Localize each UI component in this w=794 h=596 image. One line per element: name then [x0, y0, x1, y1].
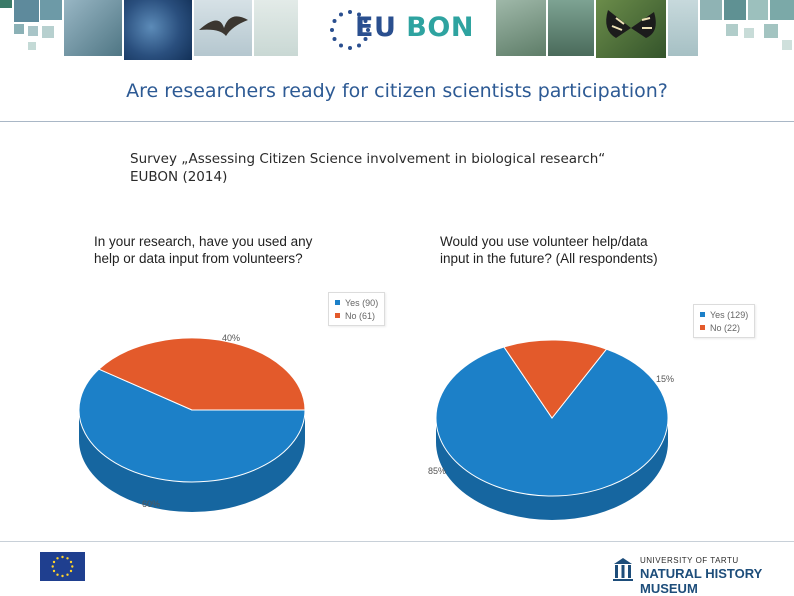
- survey-description: Survey „Assessing Citizen Science involv…: [130, 150, 690, 186]
- right-chart-legend: Yes (129) No (22): [693, 304, 756, 338]
- landscape-photo: [64, 0, 122, 56]
- legend-item-no: No (61): [335, 309, 378, 322]
- right-pie-slice-1: [503, 339, 608, 419]
- left-chart-question: In your research, have you used any help…: [94, 234, 313, 266]
- earth-photo: [124, 0, 192, 60]
- banner-tile: [724, 0, 746, 20]
- right-pie-label-yes: 85%: [428, 466, 447, 476]
- right-pie-wall-0: [436, 418, 668, 520]
- eagle-photo: [194, 0, 252, 56]
- logo-wordmark: EU BON: [355, 12, 474, 43]
- museum-name: NATURAL HISTORY MUSEUM: [640, 566, 763, 596]
- museum-building-icon: [613, 558, 633, 581]
- banner-tile: [40, 0, 62, 20]
- right-pie-label-no: 15%: [656, 374, 675, 384]
- right-chart-question: Would you use volunteer help/data input …: [440, 234, 658, 266]
- butterfly-photo: [596, 0, 666, 58]
- eagle-icon: [199, 16, 248, 36]
- trees-photo: [548, 0, 594, 56]
- eubon-logo: [300, 0, 494, 56]
- header-banner: EU BON: [0, 0, 794, 64]
- banner-tile: [668, 0, 698, 56]
- banner-tile: [744, 28, 754, 38]
- logo-bon: BON: [406, 12, 474, 43]
- legend-swatch-no: [700, 325, 705, 330]
- legend-swatch-yes: [700, 312, 705, 317]
- footer-divider: [0, 541, 794, 542]
- eu-flag-logo: [40, 552, 85, 581]
- star-ring-icon: [330, 10, 370, 50]
- left-pie-slice-0: [78, 368, 306, 483]
- banner-tile: [42, 26, 54, 38]
- forest-photo: [496, 0, 546, 56]
- left-pie-wall-0: [79, 410, 305, 512]
- banner-tile: [748, 0, 768, 20]
- banner-tile: [28, 42, 36, 50]
- right-pie-slice-0: [435, 346, 669, 497]
- university-name: UNIVERSITY OF TARTU: [640, 556, 739, 565]
- banner-tile: [770, 0, 794, 20]
- logo-eu: EU: [355, 12, 397, 43]
- banner-tile: [254, 0, 298, 56]
- legend-label: Yes (129): [710, 309, 749, 320]
- banner-tile: [14, 24, 24, 34]
- legend-item-yes: Yes (90): [335, 296, 378, 309]
- legend-item-no: No (22): [700, 321, 748, 334]
- left-pie-slice-1: [98, 337, 306, 411]
- banner-tile: [0, 0, 12, 8]
- legend-label: No (61): [345, 310, 376, 321]
- eu-stars-icon: [51, 555, 74, 578]
- left-pie-label-yes: 60%: [142, 499, 161, 509]
- banner-tile: [764, 24, 778, 38]
- legend-label: Yes (90): [345, 297, 379, 308]
- title-divider: [0, 121, 794, 122]
- legend-label: No (22): [710, 322, 741, 333]
- legend-swatch-yes: [335, 300, 340, 305]
- banner-tile: [782, 40, 792, 50]
- left-pie-label-no: 40%: [222, 333, 241, 343]
- survey-line-1: Survey „Assessing Citizen Science involv…: [130, 151, 606, 167]
- left-chart-legend: Yes (90) No (61): [328, 292, 386, 326]
- banner-tile: [726, 24, 738, 36]
- legend-item-yes: Yes (129): [700, 308, 748, 321]
- banner-tile: [28, 26, 38, 36]
- butterfly-icon: [606, 10, 656, 38]
- slide-title: Are researchers ready for citizen scient…: [126, 80, 668, 102]
- survey-line-2: EUBON (2014): [130, 169, 228, 185]
- legend-swatch-no: [335, 313, 340, 318]
- banner-tile: [700, 0, 722, 20]
- banner-tile: [14, 0, 39, 22]
